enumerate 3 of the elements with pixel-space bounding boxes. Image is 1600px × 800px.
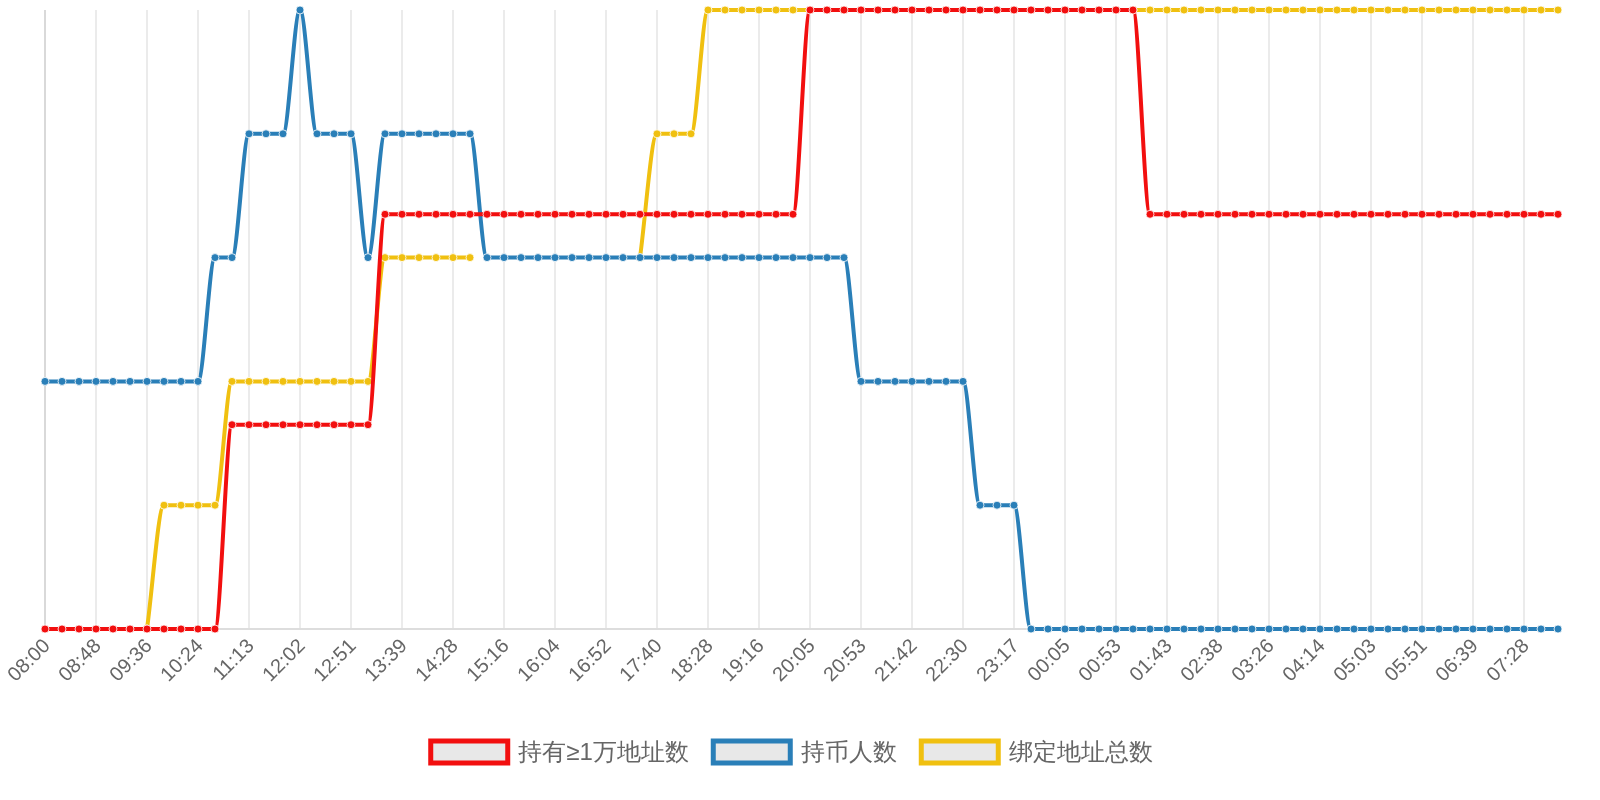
legend-label: 持币人数 xyxy=(800,738,897,765)
legend-label: 持有≥1万地址数 xyxy=(518,738,689,765)
legend-label: 绑定地址总数 xyxy=(1008,738,1153,765)
